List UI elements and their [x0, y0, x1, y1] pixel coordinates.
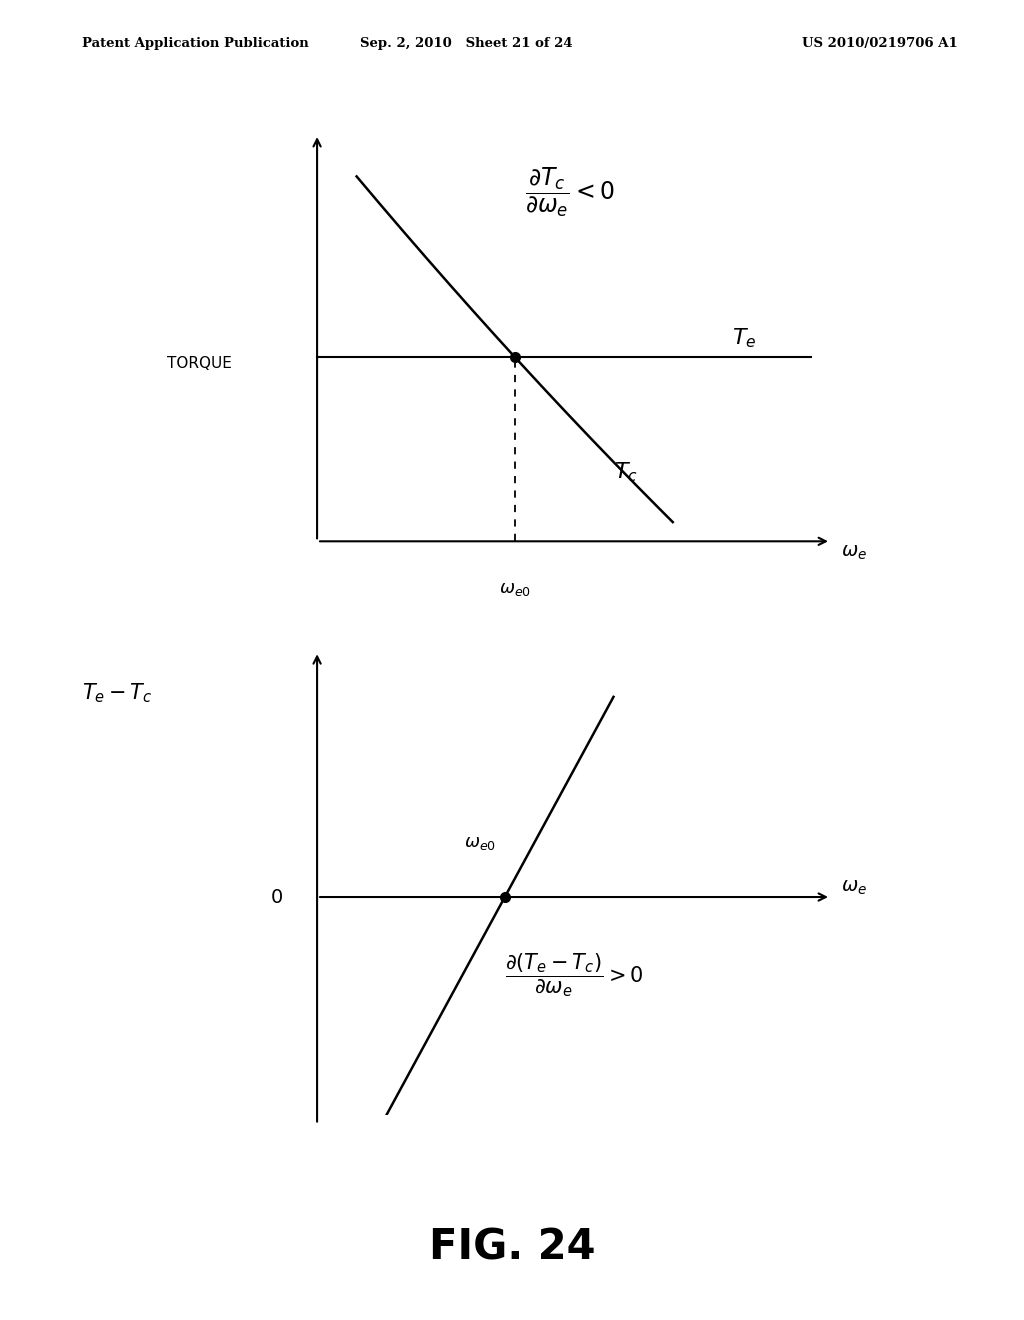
- Text: $\dfrac{\partial T_c}{\partial \omega_e} < 0$: $\dfrac{\partial T_c}{\partial \omega_e}…: [524, 165, 614, 219]
- Text: US 2010/0219706 A1: US 2010/0219706 A1: [802, 37, 957, 50]
- Text: $\dfrac{\partial (T_e - T_c)}{\partial \omega_e} > 0$: $\dfrac{\partial (T_e - T_c)}{\partial \…: [505, 952, 643, 999]
- Text: TORQUE: TORQUE: [167, 355, 232, 371]
- Text: $\omega_e$: $\omega_e$: [841, 544, 867, 562]
- Text: $T_e$: $T_e$: [732, 326, 757, 350]
- Text: FIG. 24: FIG. 24: [429, 1226, 595, 1269]
- Text: $T_c$: $T_c$: [613, 461, 637, 484]
- Text: Patent Application Publication: Patent Application Publication: [82, 37, 308, 50]
- Text: Sep. 2, 2010   Sheet 21 of 24: Sep. 2, 2010 Sheet 21 of 24: [359, 37, 572, 50]
- Text: $\omega_{e0}$: $\omega_{e0}$: [499, 579, 530, 598]
- Text: $T_e - T_c$: $T_e - T_c$: [83, 681, 153, 705]
- Text: $\omega_e$: $\omega_e$: [841, 878, 867, 898]
- Text: $0$: $0$: [269, 887, 283, 907]
- Text: $\omega_{e0}$: $\omega_{e0}$: [464, 833, 496, 851]
